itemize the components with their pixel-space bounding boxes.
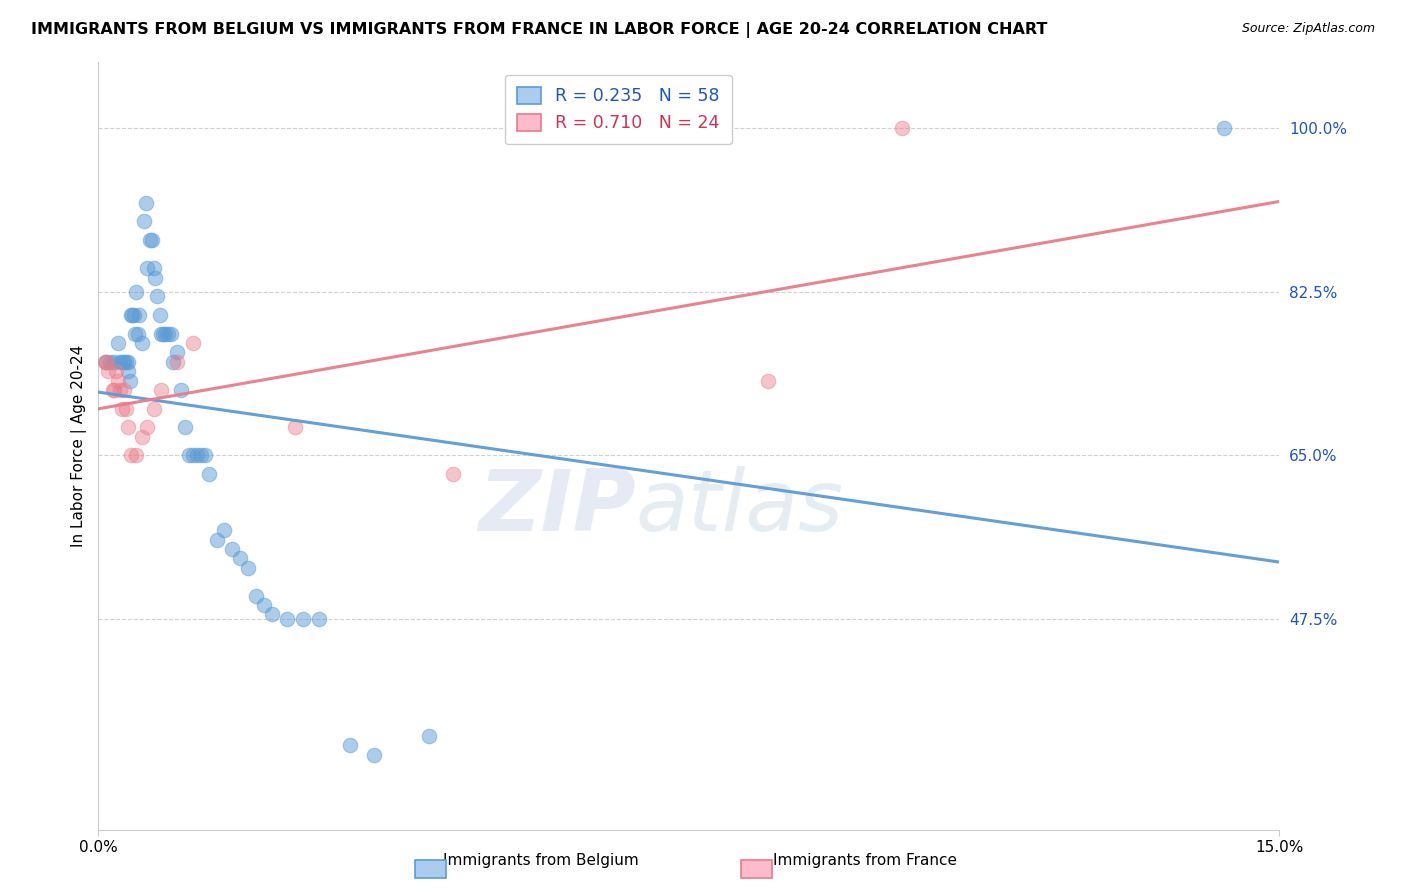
Point <box>131 430 153 444</box>
Text: atlas: atlas <box>636 466 844 549</box>
Point <box>205 533 228 547</box>
Point <box>174 420 197 434</box>
Point <box>292 612 315 626</box>
Point <box>96 355 118 369</box>
Point <box>101 383 124 397</box>
Point <box>150 383 173 397</box>
Point <box>162 355 184 369</box>
Point <box>142 401 165 416</box>
Point <box>143 270 166 285</box>
Point <box>181 448 204 462</box>
Point <box>121 448 143 462</box>
Point <box>418 729 440 743</box>
Point <box>756 374 779 388</box>
Point <box>104 364 127 378</box>
Point <box>181 336 204 351</box>
Point <box>97 364 120 378</box>
Point <box>146 289 169 303</box>
Point <box>253 598 276 612</box>
Point <box>121 308 143 322</box>
Text: IMMIGRANTS FROM BELGIUM VS IMMIGRANTS FROM FRANCE IN LABOR FORCE | AGE 20-24 COR: IMMIGRANTS FROM BELGIUM VS IMMIGRANTS FR… <box>31 22 1047 38</box>
Point <box>156 326 179 341</box>
Point <box>141 233 163 247</box>
Point <box>190 448 212 462</box>
Point <box>131 336 153 351</box>
Point <box>135 195 157 210</box>
Point <box>150 326 173 341</box>
Point <box>260 607 283 622</box>
Point <box>132 214 155 228</box>
Point <box>122 308 145 322</box>
Point <box>284 420 307 434</box>
Point <box>441 467 464 481</box>
Point <box>125 448 148 462</box>
Point <box>142 261 165 276</box>
Point <box>110 355 132 369</box>
Point <box>276 612 298 626</box>
Point <box>221 541 243 556</box>
Point <box>112 355 135 369</box>
Point <box>128 308 150 322</box>
Point <box>339 739 361 753</box>
Point <box>107 374 129 388</box>
Point <box>194 448 217 462</box>
Point <box>103 355 125 369</box>
Point <box>112 383 135 397</box>
Point <box>117 355 139 369</box>
Text: Immigrants from France: Immigrants from France <box>773 853 956 868</box>
Point <box>186 448 208 462</box>
Point <box>308 612 330 626</box>
Point <box>98 355 121 369</box>
Point <box>170 383 193 397</box>
Point <box>107 336 129 351</box>
Point <box>136 261 159 276</box>
Point <box>93 355 115 369</box>
Point <box>363 747 385 762</box>
Point <box>96 355 118 369</box>
Point <box>1213 120 1236 135</box>
Point <box>236 560 259 574</box>
Point <box>166 355 188 369</box>
Y-axis label: In Labor Force | Age 20-24: In Labor Force | Age 20-24 <box>72 345 87 547</box>
Text: Source: ZipAtlas.com: Source: ZipAtlas.com <box>1241 22 1375 36</box>
Legend: R = 0.235   N = 58, R = 0.710   N = 24: R = 0.235 N = 58, R = 0.710 N = 24 <box>505 75 731 145</box>
Point <box>110 383 132 397</box>
Point <box>125 285 148 299</box>
Point <box>111 401 134 416</box>
Point <box>124 326 146 341</box>
Point <box>121 308 143 322</box>
Point <box>115 401 138 416</box>
Point <box>155 326 177 341</box>
Point <box>111 355 134 369</box>
Point <box>136 420 159 434</box>
Point <box>138 233 160 247</box>
Point <box>115 355 138 369</box>
Point <box>127 326 149 341</box>
Point <box>197 467 219 481</box>
Point <box>103 383 125 397</box>
Point <box>890 120 912 135</box>
Point <box>214 523 236 537</box>
Point <box>118 374 141 388</box>
Point <box>229 551 252 566</box>
Point <box>160 326 183 341</box>
Point <box>245 589 267 603</box>
Point <box>117 420 139 434</box>
Point <box>177 448 200 462</box>
Point <box>149 308 172 322</box>
Point <box>152 326 174 341</box>
Point <box>166 345 188 359</box>
Text: Immigrants from Belgium: Immigrants from Belgium <box>443 853 640 868</box>
Text: ZIP: ZIP <box>478 466 636 549</box>
Point <box>117 364 139 378</box>
